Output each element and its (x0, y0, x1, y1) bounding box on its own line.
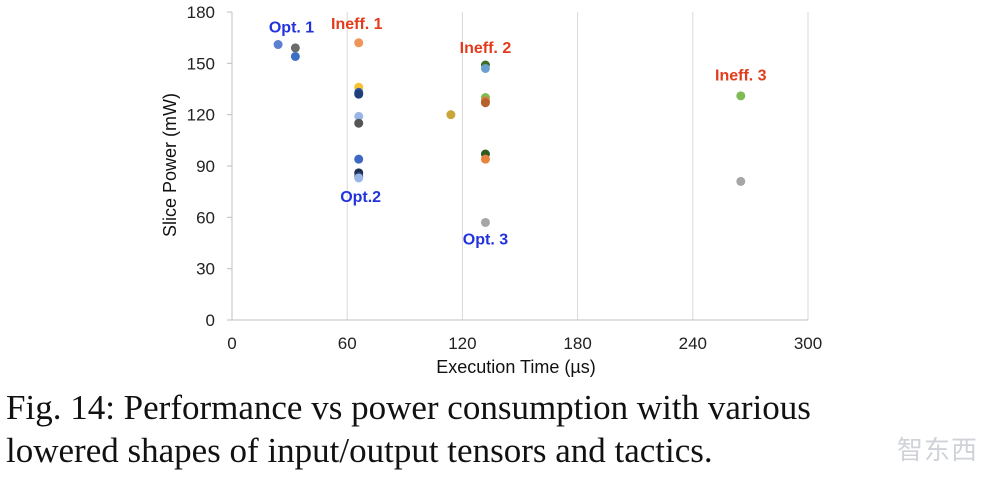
data-point (354, 38, 364, 48)
x-axis-title: Execution Time (µs) (436, 357, 595, 377)
x-tick-labels: 0 60 120 180 240 300 (227, 334, 822, 353)
x-tick-label: 60 (338, 334, 357, 353)
y-axis-title: Slice Power (mW) (160, 93, 180, 237)
y-tick-label: 30 (196, 260, 215, 279)
x-tick-label: 240 (679, 334, 707, 353)
y-tick-label: 120 (187, 106, 215, 125)
data-point (354, 89, 364, 99)
annotation-label: Ineff. 3 (715, 67, 767, 84)
watermark-logo: 智东西 (896, 436, 978, 466)
y-tick-label: 0 (206, 311, 215, 330)
data-point (480, 154, 490, 164)
data-point (354, 111, 364, 121)
y-tick-label: 90 (196, 157, 215, 176)
annotation-label: Opt. 3 (463, 232, 508, 249)
figure-caption: Fig. 14: Performance vs power consumptio… (6, 386, 996, 472)
annotation-label: Ineff. 2 (460, 40, 512, 57)
data-point (273, 40, 283, 50)
data-point (290, 43, 300, 53)
y-tick-label: 180 (187, 3, 215, 22)
annotation-label: Ineff. 1 (331, 16, 383, 33)
data-point (480, 63, 490, 73)
data-point (354, 118, 364, 128)
caption-line-1: Fig. 14: Performance vs power consumptio… (6, 388, 811, 427)
x-tick-label: 120 (448, 334, 476, 353)
scatter-chart: 0 60 120 180 240 300 0 30 60 90 120 150 180 Opt. 1 I… (160, 3, 822, 377)
data-point (354, 154, 364, 164)
data-point (446, 110, 456, 120)
y-tick-label: 60 (196, 208, 215, 227)
y-tick-labels: 0 30 60 90 120 150 180 (187, 3, 215, 330)
data-point (290, 51, 300, 61)
y-tick-label: 150 (187, 54, 215, 73)
x-tick-label: 300 (794, 334, 822, 353)
data-point (354, 173, 364, 183)
annotation-label: Opt. 1 (269, 20, 314, 37)
annotations: Opt. 1 Ineff. 1 Ineff. 2 Ineff. 3 Opt.2 Opt. … (269, 16, 767, 249)
data-point (480, 217, 490, 227)
x-tick-label: 180 (563, 334, 591, 353)
data-points (273, 38, 746, 227)
data-point (480, 98, 490, 108)
data-point (736, 176, 746, 186)
x-tick-label: 0 (227, 334, 236, 353)
caption-line-2: lowered shapes of input/output tensors a… (6, 431, 713, 470)
grid-lines (346, 12, 809, 320)
data-point (736, 91, 746, 101)
axes (227, 11, 808, 321)
annotation-label: Opt.2 (340, 189, 381, 206)
